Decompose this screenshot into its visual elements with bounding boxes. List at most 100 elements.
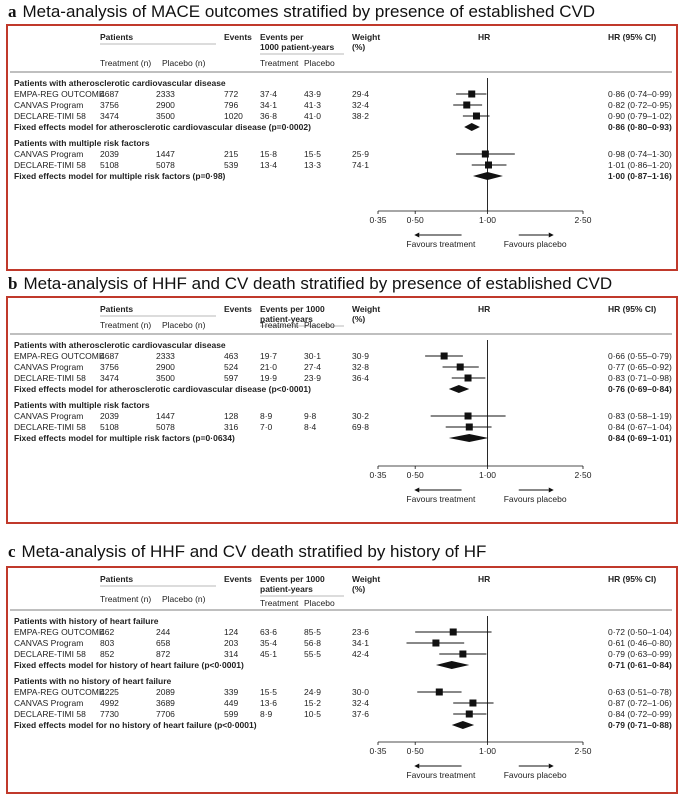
panel-c-g2-row-3-rate-treatment: 8·9	[260, 709, 273, 719]
panel-a-g1-row-2-placebo-n: 2900	[156, 100, 175, 110]
panel-b-g1-row-3-placebo-n: 3500	[156, 373, 175, 383]
panel-a-g1-row-1-hr-ci: 0·86 (0·74–0·99)	[608, 89, 672, 99]
panel-c-g2-summary-diamond	[451, 721, 475, 729]
panel-c-g2-summary-hr-ci: 0·79 (0·71–0·88)	[608, 720, 672, 730]
panel-c-g1-row-2-treatment-n: 803	[100, 638, 114, 648]
panel-a-g1-row-1-events: 772	[224, 89, 238, 99]
panel-b-g1-row-1-rate-treatment: 19·7	[260, 351, 277, 361]
panel-c-g1-row-1-rate-treatment: 63·6	[260, 627, 277, 637]
panel-a-header-placebo: Placebo	[304, 58, 335, 68]
panel-c-box: Patients Events Events per 1000 patient-yea…	[6, 566, 678, 794]
panel-c-g2-row-2-hr-ci: 0·87 (0·72–1·06)	[608, 698, 672, 708]
panel-c-g1-row-2-weight: 34·1	[352, 638, 369, 648]
panel-a-favours-treatment-label: Favours treatment	[406, 239, 476, 249]
panel-b-group-2-label: Patients with multiple risk factors	[14, 400, 150, 410]
panel-c-group-2-label: Patients with no history of heart failur…	[14, 676, 172, 686]
panel-b-favours-treatment-arrowhead	[414, 487, 420, 493]
panel-b-g1-row-3-study: DECLARE-TIMI 58	[14, 373, 86, 383]
panel-a-group-1-label: Patients with atherosclerotic cardiovasc…	[14, 78, 226, 88]
panel-a-favours-placebo-arrowhead	[548, 232, 554, 238]
panel-b-g2-row-1-events: 128	[224, 411, 238, 421]
panel-a-g1-row-2-weight: 32·4	[352, 100, 369, 110]
panel-b-header-hr-ci: HR (95% CI)	[608, 304, 656, 314]
panel-a-header-weight-line1: Weight	[352, 32, 380, 42]
panel-b-g2-row-2-hr-ci: 0·84 (0·67–1·04)	[608, 422, 672, 432]
panel-b-g1-row-1-weight: 30·9	[352, 351, 369, 361]
panel-b-g1-row-2-weight: 32·8	[352, 362, 369, 372]
panel-a-header-placebo-n: Placebo (n)	[162, 58, 206, 68]
panel-b-g2-row-1-study: CANVAS Program	[14, 411, 83, 421]
panel-c-g2-row-1-rate-placebo: 24·9	[304, 687, 321, 697]
panel-b-header-treatment-n: Treatment (n)	[100, 320, 151, 330]
panel-b-group-1-label: Patients with atherosclerotic cardiovasc…	[14, 340, 226, 350]
panel-b-g1-row-2-rate-treatment: 21·0	[260, 362, 277, 372]
panel-b-g1-row-3-rate-treatment: 19·9	[260, 373, 277, 383]
panel-a-g2-summary-label: Fixed effects model for multiple risk fa…	[14, 171, 226, 181]
panel-b-g2-row-1-weight: 30·2	[352, 411, 369, 421]
panel-c-x-tick-label-4: 2·50	[574, 746, 591, 756]
panel-b-g1-row-3-treatment-n: 3474	[100, 373, 119, 383]
panel-c-g1-row-1-placebo-n: 244	[156, 627, 170, 637]
panel-c-g1-row-3-hr-ci: 0·79 (0·63–0·99)	[608, 649, 672, 659]
panel-a-g1-row-1-rate-placebo: 43·9	[304, 89, 321, 99]
panel-a-g1-row-2-events: 796	[224, 100, 238, 110]
panel-a-x-tick-label-2: 0·50	[407, 215, 424, 225]
panel-c-header-patients: Patients	[100, 574, 133, 584]
panel-c-g1-row-3-events: 314	[224, 649, 238, 659]
panel-b-g2-row-2-rate-treatment: 7·0	[260, 422, 273, 432]
panel-c-g2-row-1-treatment-n: 4225	[100, 687, 119, 697]
panel-c-g1-row-3-treatment-n: 852	[100, 649, 114, 659]
panel-a-g1-row-3-study: DECLARE-TIMI 58	[14, 111, 86, 121]
panel-c-g2-row-1-events: 339	[224, 687, 238, 697]
panel-a-g2-row-1-point	[481, 150, 489, 158]
panel-b-g1-row-3-rate-placebo: 23·9	[304, 373, 321, 383]
panel-a-g2-row-2-placebo-n: 5078	[156, 160, 175, 170]
panel-a-favours-placebo-label: Favours placebo	[504, 239, 567, 249]
panel-b-g1-row-2-point	[456, 363, 464, 371]
panel-a-header-events-per-1000-line2: 1000 patient-years	[260, 42, 334, 52]
panel-c-g1-row-1-hr-ci: 0·72 (0·50–1·04)	[608, 627, 672, 637]
panel-c-g2-row-3-hr-ci: 0·84 (0·72–0·99)	[608, 709, 672, 719]
panel-a-g1-row-1-point	[468, 90, 476, 98]
panel-b-g1-row-3-hr-ci: 0·83 (0·71–0·98)	[608, 373, 672, 383]
panel-b-x-tick-label-4: 2·50	[574, 470, 591, 480]
panel-a-title-text: Meta-analysis of MACE outcomes stratifie…	[22, 2, 596, 21]
panel-a-g2-row-2-point	[484, 161, 492, 169]
panel-b-favours-placebo-arrowhead	[548, 487, 554, 493]
panel-b-g2-summary-label: Fixed effects model for multiple risk fa…	[14, 433, 235, 443]
panel-a-g1-row-1-treatment-n: 4687	[100, 89, 119, 99]
panel-b-g2-row-2-events: 316	[224, 422, 238, 432]
panel-b-g1-row-1-placebo-n: 2333	[156, 351, 175, 361]
panel-b-g1-summary-label: Fixed effects model for atherosclerotic …	[14, 384, 311, 394]
panel-b-header-events: Events	[224, 304, 252, 314]
panel-c-g1-row-3-placebo-n: 872	[156, 649, 170, 659]
panel-b-x-tick-label-3: 1·00	[479, 470, 496, 480]
panel-c-header-weight-line1: Weight	[352, 574, 380, 584]
panel-a-g1-row-2-point	[463, 101, 471, 109]
panel-b-favours-treatment-label: Favours treatment	[406, 494, 476, 504]
panel-b-g1-row-1-study: EMPA-REG OUTCOME	[14, 351, 105, 361]
panel-a-favours-treatment-arrowhead	[414, 232, 420, 238]
panel-a-g2-row-2-hr-ci: 1·01 (0·86–1·20)	[608, 160, 672, 170]
panel-c-g1-row-1-treatment-n: 462	[100, 627, 114, 637]
panel-c-header-placebo-n: Placebo (n)	[162, 594, 206, 604]
panel-c-g2-row-3-events: 599	[224, 709, 238, 719]
panel-b-g2-summary-diamond	[448, 434, 489, 442]
panel-b-g1-row-1-point	[440, 352, 448, 360]
panel-b-x-tick-label-2: 0·50	[407, 470, 424, 480]
panel-b-g2-row-1-rate-treatment: 8·9	[260, 411, 273, 421]
panel-a-g2-summary-diamond	[472, 172, 503, 180]
panel-a-g2-row-2-rate-placebo: 13·3	[304, 160, 321, 170]
panel-b-g1-summary-hr-ci: 0·76 (0·69–0·84)	[608, 384, 672, 394]
panel-a-g2-row-1-placebo-n: 1447	[156, 149, 175, 159]
panel-b-g2-summary-hr-ci: 0·84 (0·69–1·01)	[608, 433, 672, 443]
panel-a-header-hr-ci: HR (95% CI)	[608, 32, 656, 42]
panel-c-header-events-per-1000-line1: Events per 1000	[260, 574, 325, 584]
panel-c-x-tick-label-1: 0·35	[369, 746, 386, 756]
panel-a-g1-row-3-events: 1020	[224, 111, 243, 121]
panel-a-box: Patients Events Events per 1000 patient-yea…	[6, 24, 678, 271]
panel-b-g1-row-2-rate-placebo: 27·4	[304, 362, 321, 372]
panel-b-title: b Meta-analysis of HHF and CV death strat…	[8, 274, 612, 294]
panel-c-g1-row-2-placebo-n: 658	[156, 638, 170, 648]
panel-b-header-treatment: Treatment	[260, 320, 299, 330]
